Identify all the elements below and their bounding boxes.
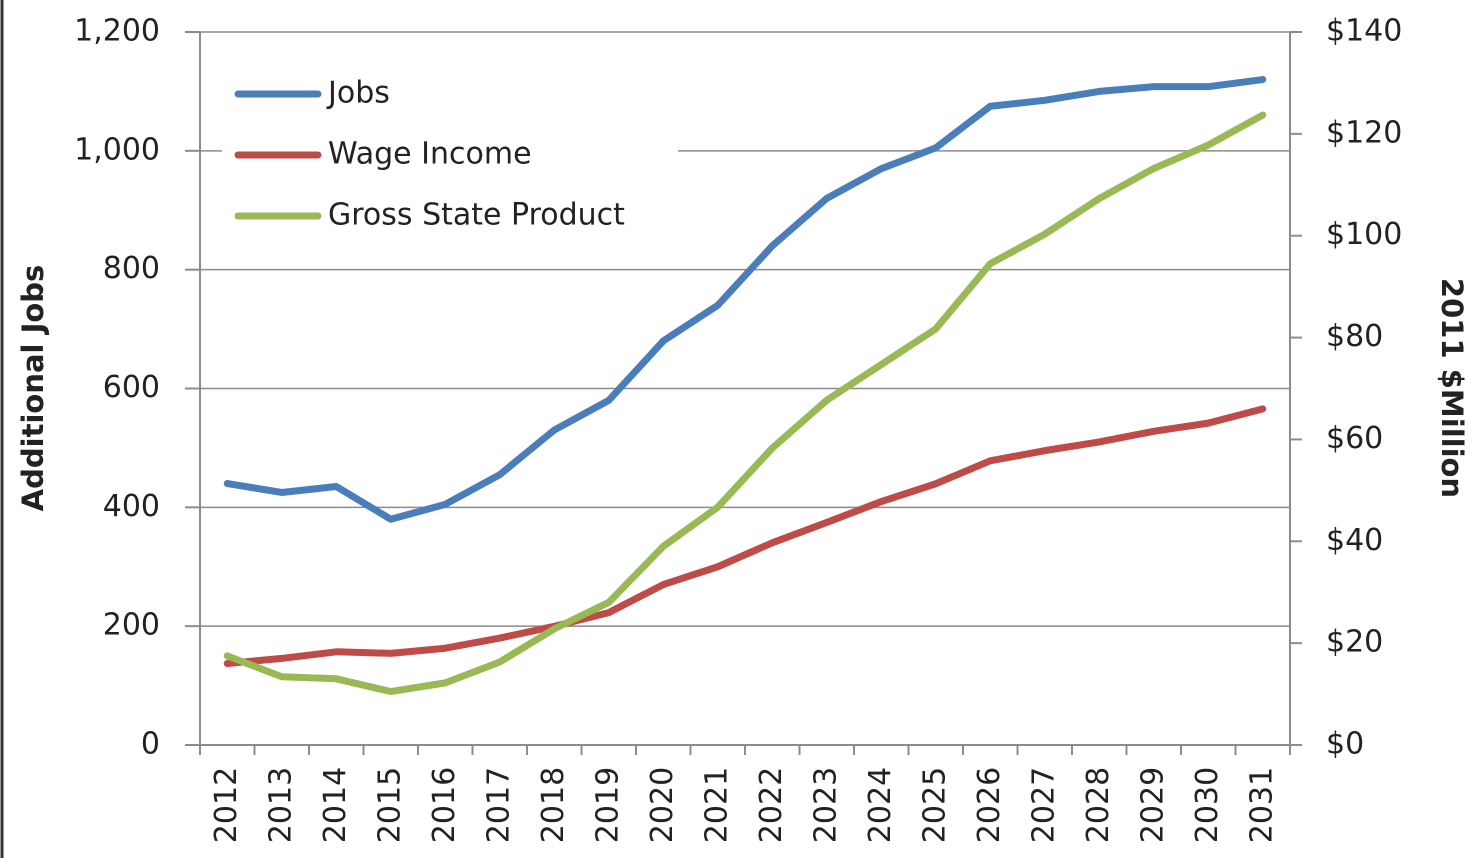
y2-tick-label: $0 [1326, 727, 1364, 762]
x-tick-label: 2024 [863, 767, 898, 843]
x-tick-label: 2018 [536, 767, 571, 843]
x-tick-label: 2028 [1081, 767, 1116, 843]
x-tick-label: 2025 [917, 767, 952, 843]
y2-tick-label: $80 [1326, 319, 1383, 354]
series-line [223, 76, 1267, 523]
x-tick-label: 2021 [699, 767, 734, 843]
x-tick-label: 2031 [1244, 767, 1279, 843]
y2-tick-label: $100 [1326, 217, 1402, 252]
legend-label: Jobs [326, 76, 390, 111]
x-tick-label: 2013 [263, 767, 298, 843]
y2-axis-label: 2011 $Million [1435, 278, 1469, 498]
x-tick-label: 2019 [590, 767, 625, 843]
x-tick-label: 2029 [1135, 767, 1170, 843]
legend-box [222, 60, 678, 242]
y-tick-label: 800 [103, 251, 160, 286]
y-tick-label: 1,000 [74, 132, 160, 167]
x-tick-label: 2014 [318, 767, 353, 843]
x-tick-label: 2012 [209, 767, 244, 843]
x-tick-label: 2027 [1026, 767, 1061, 843]
legend-label: Gross State Product [328, 198, 625, 233]
x-tick-label: 2016 [427, 767, 462, 843]
x-tick-label: 2015 [372, 767, 407, 843]
x-tick-label: 2022 [754, 767, 789, 843]
legend-label: Wage Income [328, 137, 532, 172]
y-tick-label: 0 [141, 727, 160, 762]
x-tick-label: 2023 [808, 767, 843, 843]
y2-tick-label: $60 [1326, 421, 1383, 456]
y2-tick-label: $20 [1326, 625, 1383, 660]
y2-tick-label: $120 [1326, 115, 1402, 150]
y-tick-label: 1,200 [74, 14, 160, 49]
x-tick-label: 2017 [481, 767, 516, 843]
y-tick-label: 600 [103, 370, 160, 405]
y-axis-label: Additional Jobs [16, 265, 50, 512]
x-tick-label: 2026 [972, 767, 1007, 843]
y-tick-label: 400 [103, 489, 160, 524]
y2-tick-label: $140 [1326, 14, 1402, 49]
y-tick-label: 200 [103, 608, 160, 643]
y2-tick-label: $40 [1326, 523, 1383, 558]
series-line [223, 405, 1267, 668]
series-line [223, 111, 1267, 696]
x-tick-label: 2020 [645, 767, 680, 843]
x-tick-label: 2030 [1190, 767, 1225, 843]
